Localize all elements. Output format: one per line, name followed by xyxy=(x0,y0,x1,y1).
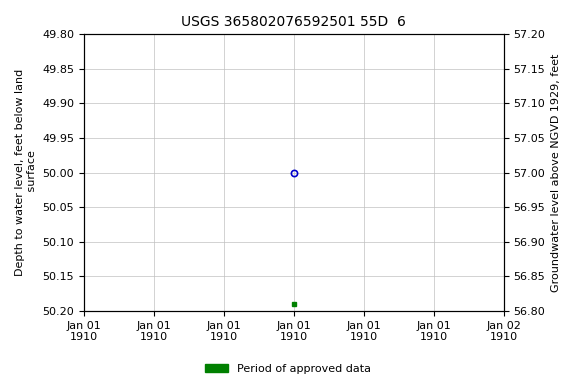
Y-axis label: Depth to water level, feet below land
 surface: Depth to water level, feet below land su… xyxy=(15,69,37,276)
Legend: Period of approved data: Period of approved data xyxy=(201,359,375,379)
Y-axis label: Groundwater level above NGVD 1929, feet: Groundwater level above NGVD 1929, feet xyxy=(551,53,561,292)
Title: USGS 365802076592501 55D  6: USGS 365802076592501 55D 6 xyxy=(181,15,406,29)
